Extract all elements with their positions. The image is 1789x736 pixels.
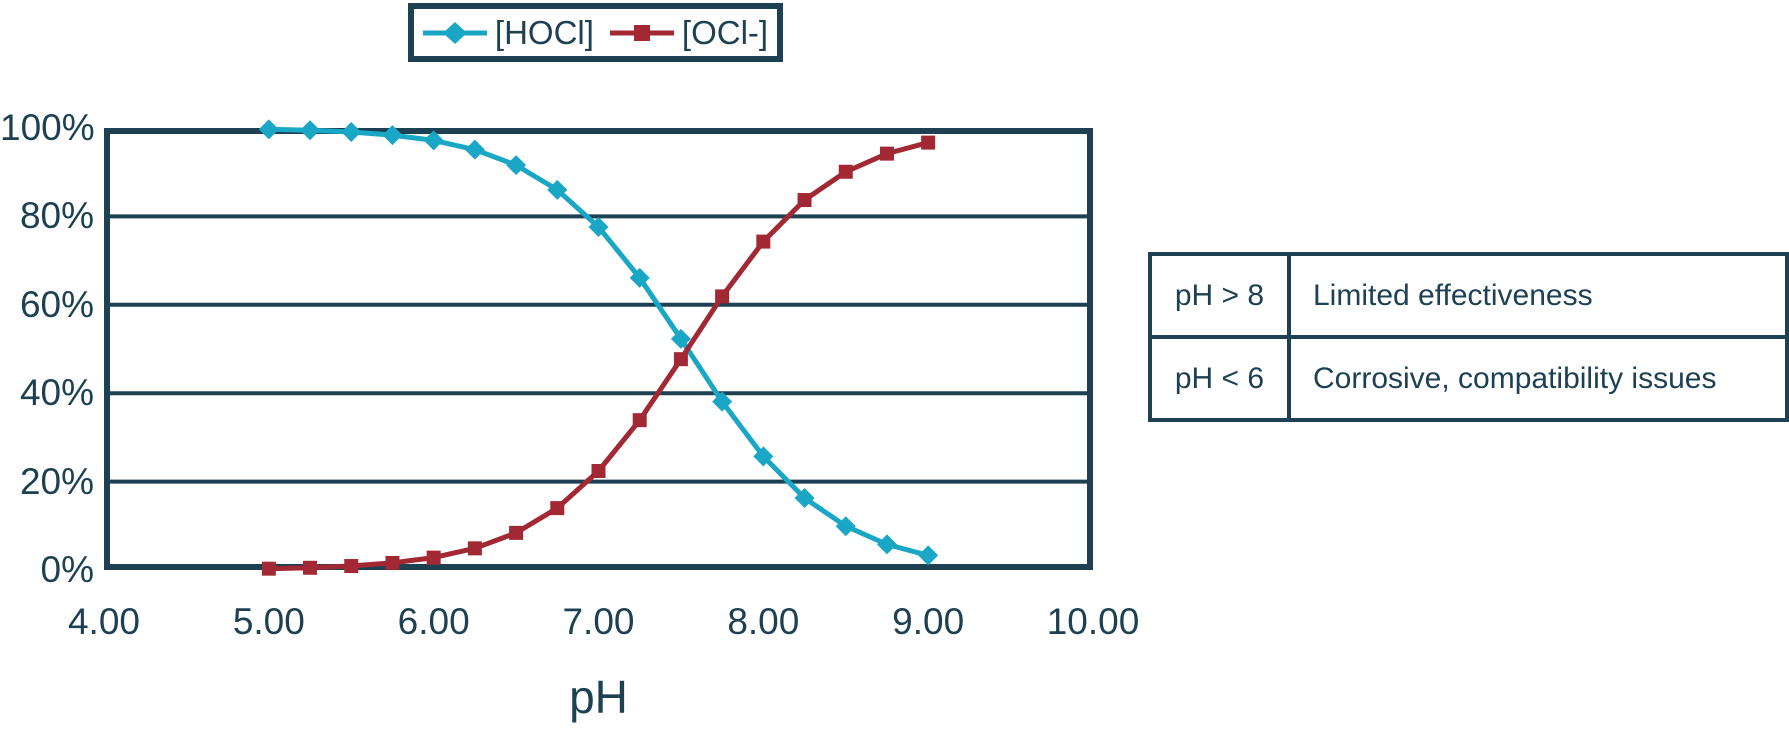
hocl-data-point <box>712 391 733 412</box>
x-axis-tick-label: 9.00 <box>892 601 965 642</box>
x-axis-tick-label: 10.00 <box>1046 601 1140 642</box>
hocl-data-point <box>753 446 774 467</box>
hocl-data-point <box>258 119 279 140</box>
ocl-data-point <box>550 501 565 516</box>
legend-item-hocl: [HOCl] <box>422 13 594 52</box>
hocl-data-point <box>382 125 403 146</box>
ocl-data-point <box>426 550 441 565</box>
hocl-data-point <box>423 130 444 151</box>
chart-legend: [HOCl] [OCl-] <box>408 3 783 62</box>
ocl-data-point <box>344 559 359 574</box>
legend-label-ocl: [OCl-] <box>681 13 769 51</box>
hocl-line-diamond-icon <box>422 21 487 44</box>
hocl-curve <box>266 126 931 558</box>
ocl-line-square-icon <box>609 24 674 41</box>
y-axis-tick-label: 40% <box>19 372 94 414</box>
plot-svg <box>104 119 1093 576</box>
y-axis-tick-label: 100% <box>0 107 95 148</box>
ph-guidance-table: pH > 8 Limited effectiveness pH < 6 Corr… <box>1148 252 1789 422</box>
plot-area <box>104 119 1093 576</box>
y-axis-tick-label: 0% <box>40 549 94 590</box>
ocl-data-point <box>632 413 647 428</box>
ph-note-cell: Limited effectiveness <box>1287 252 1789 339</box>
ocl-data-point <box>715 289 730 304</box>
table-row: pH < 6 Corrosive, compatibility issues <box>1148 335 1789 422</box>
y-axis-tick-label: 20% <box>19 460 94 502</box>
y-axis-tick-label: 80% <box>19 195 94 237</box>
ph-note-cell: Corrosive, compatibility issues <box>1287 335 1789 422</box>
ocl-data-point <box>921 135 936 150</box>
x-axis-tick-label: 8.00 <box>727 601 800 642</box>
y-axis-tick-label: 60% <box>19 283 94 325</box>
ocl-data-point <box>591 463 606 478</box>
hocl-data-point <box>300 120 321 141</box>
legend-label-hocl: [HOCl] <box>494 13 594 51</box>
hocl-data-point <box>918 545 939 566</box>
x-axis-tick-label: 5.00 <box>232 601 305 642</box>
hocl-data-point <box>341 121 362 142</box>
legend-item-ocl: [OCl-] <box>609 13 769 52</box>
hocl-data-point <box>506 155 527 176</box>
ph-condition-cell: pH < 6 <box>1148 335 1291 422</box>
ocl-data-point <box>756 234 771 249</box>
hocl-data-point <box>794 487 815 508</box>
ocl-data-point <box>303 560 318 575</box>
ocl-data-point <box>797 193 812 208</box>
hocl-data-point <box>629 267 650 288</box>
ocl-data-point <box>385 555 400 570</box>
ocl-data-point <box>879 146 894 161</box>
ocl-data-point <box>509 525 524 540</box>
hocl-data-point <box>588 217 609 238</box>
ocl-data-point <box>673 352 688 367</box>
hocl-data-point <box>670 328 691 349</box>
x-axis-tick-label: 4.00 <box>67 601 140 642</box>
ocl-curve <box>266 140 931 572</box>
ph-condition-cell: pH > 8 <box>1148 252 1291 339</box>
x-axis-title: pH <box>569 671 628 723</box>
hocl-data-point <box>547 179 568 200</box>
ocl-data-point <box>261 561 276 576</box>
hocl-data-point <box>835 516 856 537</box>
hocl-data-point <box>464 139 485 160</box>
plot-border <box>104 128 1093 570</box>
ocl-data-point <box>467 541 482 556</box>
x-axis-tick-label: 7.00 <box>562 601 635 642</box>
x-axis-tick-label: 6.00 <box>397 601 470 642</box>
table-row: pH > 8 Limited effectiveness <box>1148 252 1789 339</box>
hocl-data-point <box>876 534 897 555</box>
ocl-data-point <box>838 164 853 179</box>
